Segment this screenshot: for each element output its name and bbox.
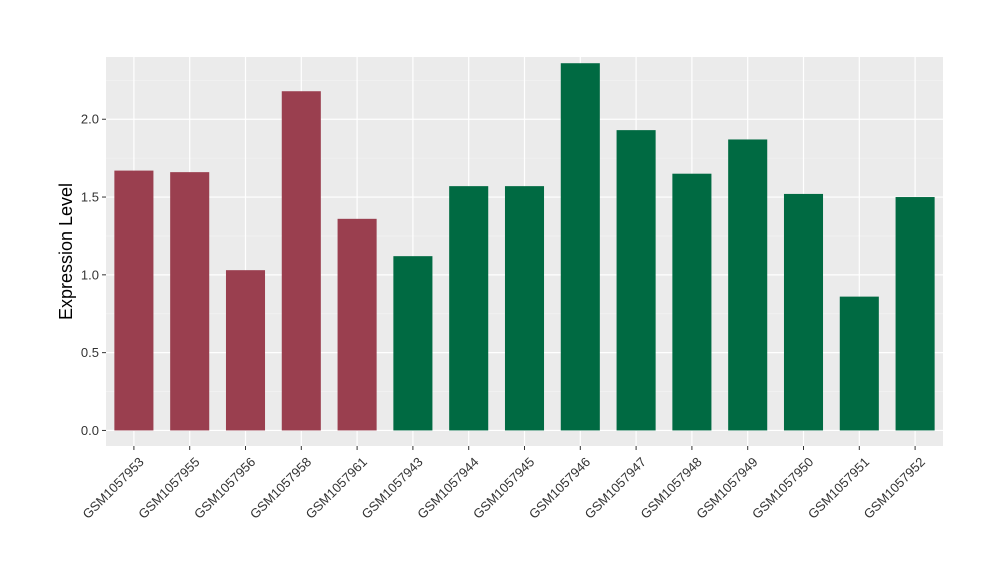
bar-gsm1057956 xyxy=(225,270,266,431)
bar-gsm1057945 xyxy=(504,186,545,431)
y-tick-label: 0.0 xyxy=(81,423,99,438)
bar-gsm1057952 xyxy=(895,197,935,431)
bar-gsm1057951 xyxy=(839,296,879,431)
y-axis-title: Expression Level xyxy=(56,183,76,320)
y-tick-label: 1.0 xyxy=(81,267,99,282)
y-tick-label: 2.0 xyxy=(81,112,99,127)
y-tick-label: 0.5 xyxy=(81,345,99,360)
y-tick-label: 1.5 xyxy=(81,190,99,205)
bar-gsm1057944 xyxy=(449,186,489,431)
bar-gsm1057943 xyxy=(393,256,433,431)
bar-gsm1057950 xyxy=(783,193,824,431)
bar-gsm1057949 xyxy=(728,139,768,431)
bar-gsm1057955 xyxy=(170,172,210,431)
bar-gsm1057953 xyxy=(114,170,154,431)
x-axis: GSM1057953GSM1057955GSM1057956GSM1057958… xyxy=(79,446,928,522)
bar-gsm1057947 xyxy=(616,130,656,431)
bar-gsm1057948 xyxy=(672,173,712,431)
bar-gsm1057946 xyxy=(560,63,600,431)
bars-layer xyxy=(114,63,935,431)
bar-gsm1057961 xyxy=(337,218,377,431)
y-axis: 0.0 0.5 1.0 1.5 2.0 xyxy=(81,112,106,438)
bar-gsm1057958 xyxy=(281,91,321,431)
